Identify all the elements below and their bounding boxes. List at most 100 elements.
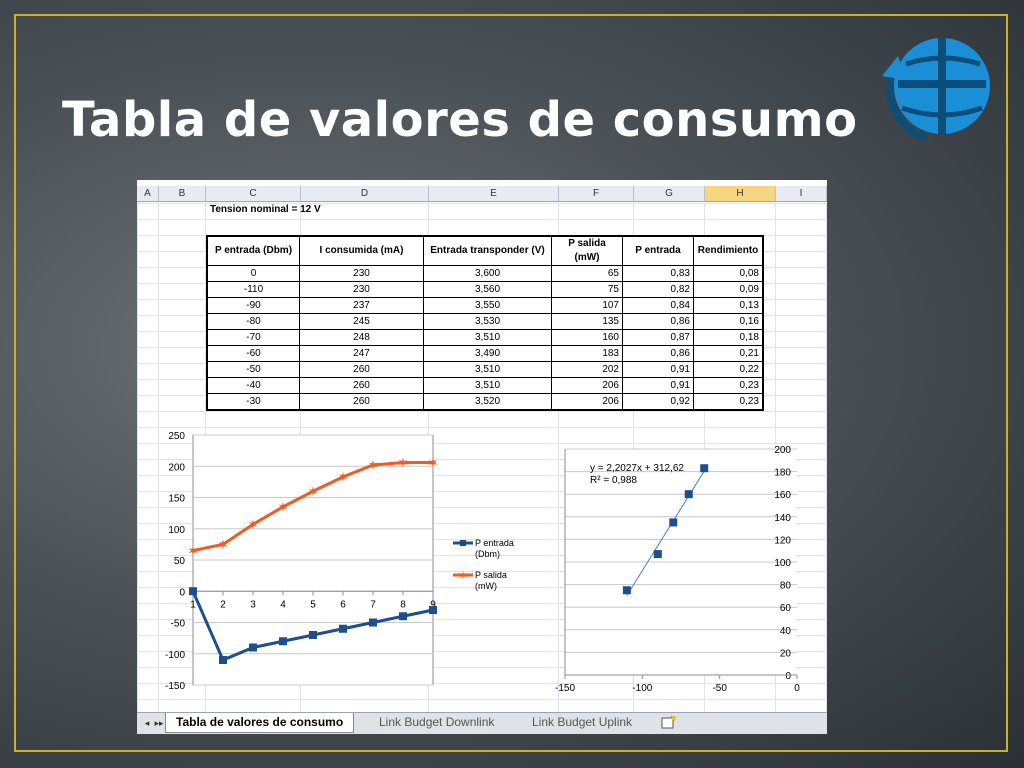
table-cell[interactable]: 0,23 — [693, 393, 764, 411]
trendline-equation: y = 2,2027x + 312,62 — [590, 463, 684, 474]
table-cell[interactable]: 237 — [299, 297, 424, 314]
column-header-e[interactable]: E — [429, 186, 559, 202]
table-cell[interactable]: -50 — [206, 361, 300, 378]
table-cell[interactable]: 3,550 — [423, 297, 552, 314]
table-cell[interactable]: 3,510 — [423, 329, 552, 346]
column-header-c[interactable]: C — [206, 186, 301, 202]
table-cell[interactable]: 0,91 — [622, 377, 694, 394]
table-cell[interactable]: 0,84 — [622, 297, 694, 314]
tab-link-budget-downlink[interactable]: Link Budget Downlink — [379, 715, 495, 729]
table-cell[interactable]: 0,82 — [622, 281, 694, 298]
table-cell[interactable]: -30 — [206, 393, 300, 411]
x-tick-label: 3 — [250, 599, 256, 610]
table-cell[interactable]: 248 — [299, 329, 424, 346]
table-cell[interactable]: 0,92 — [622, 393, 694, 411]
grid-column-line — [558, 203, 559, 723]
table-header-cell[interactable]: P salida (mW) — [551, 235, 623, 266]
table-row: -30 260 3,520 206 0,92 0,23 — [206, 393, 764, 411]
table-cell[interactable]: 0,08 — [693, 265, 764, 282]
table-cell[interactable]: -90 — [206, 297, 300, 314]
table-cell[interactable]: -80 — [206, 313, 300, 330]
table-cell[interactable]: 3,530 — [423, 313, 552, 330]
table-cell[interactable]: 0,09 — [693, 281, 764, 298]
column-header-d[interactable]: D — [301, 186, 429, 202]
table-cell[interactable]: 0,86 — [622, 313, 694, 330]
data-point — [338, 471, 348, 482]
table-cell[interactable]: 3,600 — [423, 265, 552, 282]
table-header-row: P entrada (Dbm) I consumida (mA) Entrada t… — [206, 235, 764, 266]
table-cell[interactable]: 0,87 — [622, 329, 694, 346]
data-point — [684, 490, 693, 499]
column-header-a[interactable]: A — [137, 186, 159, 202]
table-cell[interactable]: -60 — [206, 345, 300, 362]
table-cell[interactable]: 260 — [299, 377, 424, 394]
insert-sheet-icon[interactable] — [661, 716, 677, 729]
table-cell[interactable]: -70 — [206, 329, 300, 346]
table-cell[interactable]: 160 — [551, 329, 623, 346]
table-cell[interactable]: 0,23 — [693, 377, 764, 394]
table-cell[interactable]: 245 — [299, 313, 424, 330]
table-cell[interactable]: 107 — [551, 297, 623, 314]
tab-link-budget-uplink[interactable]: Link Budget Uplink — [532, 715, 633, 729]
table-cell[interactable]: 3,520 — [423, 393, 552, 411]
column-header-b[interactable]: B — [159, 186, 206, 202]
table-cell[interactable]: 0,18 — [693, 329, 764, 346]
table-cell[interactable]: 0,16 — [693, 313, 764, 330]
column-header-g[interactable]: G — [634, 186, 705, 202]
tab-tabla-valores-consumo[interactable]: Tabla de valores de consumo — [165, 713, 355, 733]
column-header-f[interactable]: F — [559, 186, 634, 202]
table-cell[interactable]: 0,86 — [622, 345, 694, 362]
table-cell[interactable]: 65 — [551, 265, 623, 282]
table-cell[interactable]: 0,83 — [622, 265, 694, 282]
table-header-cell[interactable]: I consumida (mA) — [299, 235, 424, 266]
table-cell[interactable]: 3,560 — [423, 281, 552, 298]
table-cell[interactable]: 0,13 — [693, 297, 764, 314]
table-header-cell[interactable]: Rendimiento — [693, 235, 764, 266]
y-tick-label: 120 — [774, 535, 791, 546]
table-cell[interactable]: 3,510 — [423, 377, 552, 394]
table-cell[interactable]: 206 — [551, 393, 623, 411]
y-tick-label: 200 — [774, 445, 791, 456]
table-cell[interactable]: 206 — [551, 377, 623, 394]
x-tick-label: -50 — [712, 683, 727, 694]
x-tick-label: 7 — [370, 599, 376, 610]
table-cell[interactable]: 3,490 — [423, 345, 552, 362]
table-cell[interactable]: 202 — [551, 361, 623, 378]
table-header-cell[interactable]: P entrada (Dbm) — [206, 235, 300, 266]
table-cell[interactable]: -110 — [206, 281, 300, 298]
table-cell[interactable]: 135 — [551, 313, 623, 330]
table-cell[interactable]: 260 — [299, 361, 424, 378]
table-cell[interactable]: 3,510 — [423, 361, 552, 378]
y-tick-label: 160 — [774, 490, 791, 501]
table-cell[interactable]: 0 — [206, 265, 300, 282]
nominal-voltage-label[interactable]: Tension nominal = 12 V — [210, 204, 321, 215]
table-cell[interactable]: -40 — [206, 377, 300, 394]
line-chart[interactable]: -150 -100 -50 0 50 100 150 200 250 1 2 3 4 5 6 7 8 9 P ent… — [137, 425, 537, 705]
table-cell[interactable]: 230 — [299, 281, 424, 298]
x-tick-label: 0 — [794, 683, 800, 694]
tab-nav-last-button[interactable]: ▸▸ — [154, 718, 164, 728]
globe-logo-icon — [882, 38, 990, 142]
y-tick-label: -150 — [165, 681, 185, 692]
table-cell[interactable]: 75 — [551, 281, 623, 298]
y-tick-label: 150 — [168, 494, 185, 505]
column-header-i[interactable]: I — [776, 186, 827, 202]
table-row: -70 248 3,510 160 0,87 0,18 — [206, 329, 764, 346]
data-point — [398, 457, 408, 468]
table-cell[interactable]: 260 — [299, 393, 424, 411]
y-tick-label: -50 — [171, 619, 186, 630]
scatter-chart[interactable]: 0 20 40 60 80 100 120 140 160 180 200 -150 -100 -50 0 y… — [535, 425, 827, 705]
table-cell[interactable]: 183 — [551, 345, 623, 362]
table-header-cell[interactable]: P entrada — [622, 235, 694, 266]
table-cell[interactable]: 230 — [299, 265, 424, 282]
table-cell[interactable]: 0,21 — [693, 345, 764, 362]
grid-column-line — [158, 203, 159, 723]
table-cell[interactable]: 247 — [299, 345, 424, 362]
table-cell[interactable]: 0,22 — [693, 361, 764, 378]
data-point — [429, 606, 437, 614]
table-header-cell[interactable]: Entrada transponder (V) — [423, 235, 552, 266]
table-cell[interactable]: 0,91 — [622, 361, 694, 378]
column-header-h[interactable]: H — [705, 186, 776, 202]
tab-nav-first-button[interactable]: ◂ — [144, 718, 150, 728]
